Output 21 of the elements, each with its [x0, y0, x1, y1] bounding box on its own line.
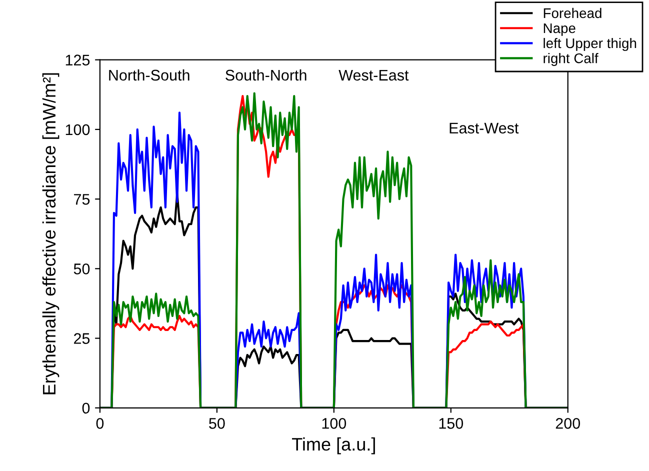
- x-tick-label: 0: [96, 418, 104, 429]
- y-tick-label: 75: [74, 194, 90, 205]
- legend-label: Forehead: [544, 8, 602, 18]
- x-axis-title: Time [a.u.]: [292, 437, 375, 454]
- y-tick-label: 100: [66, 124, 90, 136]
- annotation: North-South: [109, 69, 190, 81]
- y-axis-title: Erythemally effective irradiance [mW/m²]: [42, 73, 60, 394]
- legend-label: right Calf: [544, 53, 598, 66]
- y-tick-label: 125: [66, 54, 90, 66]
- y-tick-label: 25: [74, 333, 90, 344]
- annotation: East-West: [450, 122, 519, 134]
- annotation: West-East: [338, 70, 409, 81]
- annotation: South-North: [226, 69, 306, 81]
- x-tick-label: 200: [556, 418, 580, 429]
- legend-label: Nape: [544, 23, 576, 36]
- x-tick-label: 50: [209, 418, 225, 429]
- x-tick-label: 150: [439, 418, 464, 429]
- legend-label: left Upper thigh: [544, 38, 636, 51]
- y-tick-label: 0: [82, 402, 90, 414]
- y-tick-label: 50: [74, 264, 90, 274]
- x-tick-label: 100: [322, 418, 346, 429]
